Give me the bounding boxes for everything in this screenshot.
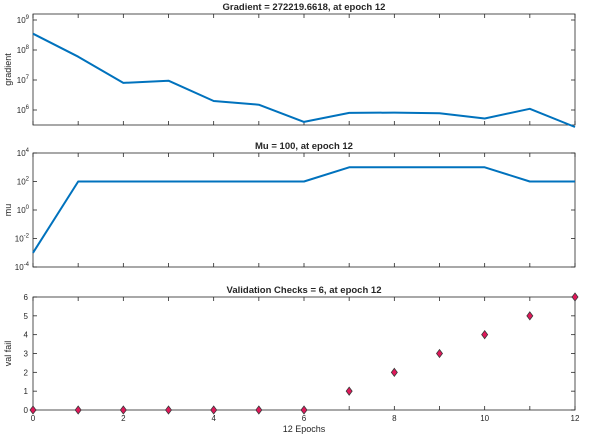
- y-tick-label: 4: [24, 331, 29, 340]
- axes-box: [32, 13, 576, 126]
- y-tick-label: 1: [24, 387, 29, 396]
- data-point-marker: [255, 405, 263, 415]
- y-tick-label: 104: [17, 148, 30, 158]
- chart-title: Validation Checks = 6, at epoch 12: [227, 285, 382, 296]
- y-tick-label: 102: [17, 177, 30, 187]
- data-point-marker: [119, 405, 127, 415]
- chart-panel-3: Validation Checks = 6, at epoch 12 val fa…: [3, 285, 580, 434]
- x-tick-label: 4: [211, 414, 216, 423]
- y-tick-label: 5: [24, 312, 29, 321]
- x-tick-label: 8: [392, 414, 397, 423]
- x-axis-label: 12 Epochs: [283, 424, 326, 434]
- y-axis-label: mu: [3, 204, 13, 217]
- series-line: [32, 166, 575, 254]
- y-tick-label: 108: [17, 45, 30, 55]
- y-tick-label: 2: [24, 368, 29, 377]
- data-point-marker: [345, 386, 353, 396]
- y-tick-label: 109: [17, 15, 30, 25]
- x-tick-label: 0: [31, 414, 36, 423]
- y-tick-label: 6: [24, 293, 29, 302]
- x-tick-label: 12: [571, 414, 580, 423]
- y-tick-label: 3: [24, 350, 29, 359]
- data-point-marker: [29, 405, 37, 415]
- y-axis-label: gradient: [3, 53, 13, 86]
- data-point-marker: [300, 405, 308, 415]
- data-point-marker: [571, 292, 579, 302]
- y-axis-label: val fail: [3, 341, 13, 367]
- data-point-marker: [210, 405, 218, 415]
- data-point-marker: [526, 311, 534, 321]
- y-tick-label: 100: [17, 205, 30, 215]
- y-tick-label: 107: [17, 75, 30, 85]
- x-tick-label: 2: [121, 414, 126, 423]
- y-tick-label: 0: [24, 406, 29, 415]
- data-point-marker: [481, 329, 489, 340]
- y-tick-label: 106: [17, 105, 30, 115]
- x-tick-label: 10: [480, 414, 489, 423]
- x-tick-label: 6: [302, 414, 307, 423]
- chart-title: Mu = 100, at epoch 12: [255, 141, 353, 152]
- chart-panel-2: Mu = 100, at epoch 12 mu 10-4 10-2 100 102 104: [3, 141, 576, 272]
- chart-title: Gradient = 272219.6618, at epoch 12: [223, 2, 386, 13]
- data-point-marker: [436, 348, 443, 359]
- series-line: [32, 32, 576, 128]
- y-tick-label: 10-2: [15, 234, 30, 244]
- data-point-marker: [165, 405, 172, 415]
- data-point-marker: [390, 367, 398, 378]
- chart-panel-1: Gradient = 272219.6618, at epoch 12 gradi…: [3, 2, 576, 128]
- y-tick-label: 10-4: [15, 262, 30, 272]
- data-point-marker: [74, 405, 82, 415]
- axes-box: [32, 296, 576, 411]
